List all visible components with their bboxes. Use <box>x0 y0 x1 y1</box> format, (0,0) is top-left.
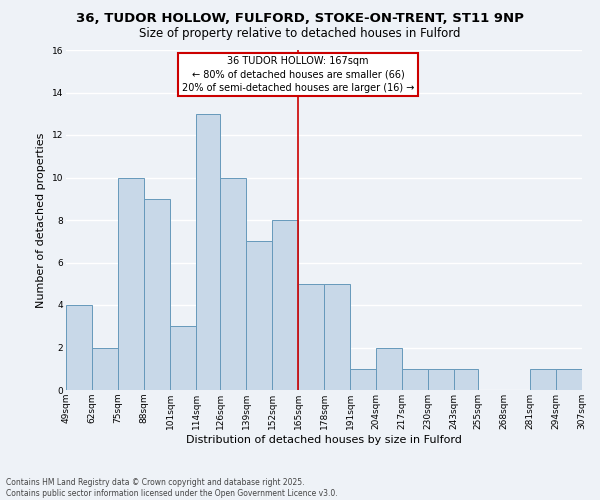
Text: Contains HM Land Registry data © Crown copyright and database right 2025.
Contai: Contains HM Land Registry data © Crown c… <box>6 478 338 498</box>
Bar <box>556 369 582 390</box>
Bar <box>246 242 272 390</box>
Bar <box>144 198 170 390</box>
Bar <box>220 178 246 390</box>
Bar <box>118 178 144 390</box>
Y-axis label: Number of detached properties: Number of detached properties <box>36 132 46 308</box>
Text: 36, TUDOR HOLLOW, FULFORD, STOKE-ON-TRENT, ST11 9NP: 36, TUDOR HOLLOW, FULFORD, STOKE-ON-TREN… <box>76 12 524 26</box>
Bar <box>454 369 478 390</box>
Bar <box>92 348 118 390</box>
Bar <box>376 348 402 390</box>
Bar <box>324 284 350 390</box>
Bar <box>556 369 582 390</box>
Bar <box>272 220 298 390</box>
Bar <box>402 369 428 390</box>
Text: Size of property relative to detached houses in Fulford: Size of property relative to detached ho… <box>139 28 461 40</box>
Text: 36 TUDOR HOLLOW: 167sqm
← 80% of detached houses are smaller (66)
20% of semi-de: 36 TUDOR HOLLOW: 167sqm ← 80% of detache… <box>182 56 414 93</box>
Bar <box>298 284 324 390</box>
Bar <box>350 369 376 390</box>
Bar <box>428 369 454 390</box>
Bar <box>66 305 92 390</box>
X-axis label: Distribution of detached houses by size in Fulford: Distribution of detached houses by size … <box>186 434 462 444</box>
Bar <box>196 114 220 390</box>
Bar <box>530 369 556 390</box>
Bar <box>170 326 196 390</box>
